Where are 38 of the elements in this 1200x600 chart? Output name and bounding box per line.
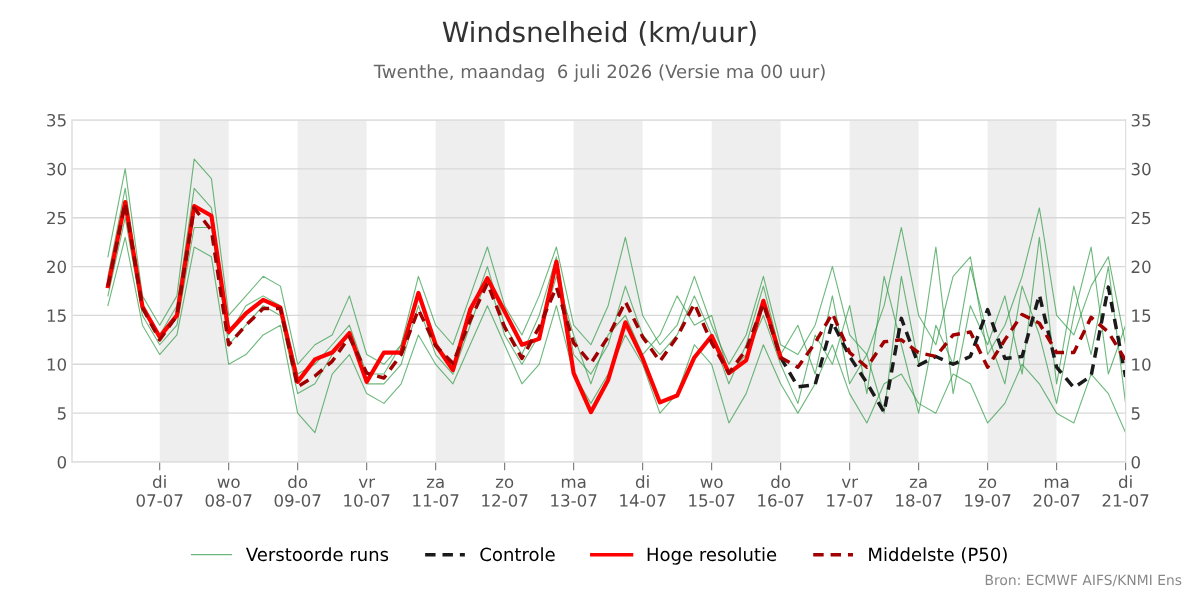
x-tick-label: do 16-07 [758,475,804,507]
y-tick-label: 0 [57,455,67,469]
x-tick-label: vr 17-07 [827,478,873,507]
y-tick-label: 15 [47,309,66,322]
x-tick-label: wo 08-07 [205,478,252,507]
x-tick-label: ma 13-07 [551,478,597,507]
y2-tick-label: 25 [1131,211,1151,225]
x-tick-label: di 21-07 [1102,475,1149,507]
y2-tick-label: 15 [1132,309,1151,322]
y2-tick-label: 35 [1131,113,1151,127]
y-tick-label: 35 [47,113,66,127]
chart-subtitle: Twenthe, maandag 6 juli 2026 (Versie ma 00 uur) [373,64,825,82]
x-tick-label: za 18-07 [896,478,942,507]
x-tick-label: vr 10-07 [344,478,390,507]
y-tick-label: 20 [47,260,67,274]
legend-label: Hoge resolutie [647,547,777,565]
x-tick-label: di 07-07 [136,475,183,507]
x-tick-label: za 11-07 [413,478,459,507]
y-tick-label: 30 [47,162,67,176]
x-tick-label: zo 19-07 [965,478,1011,507]
x-tick-label: wo 15-07 [689,478,735,507]
y2-tick-label: 10 [1132,358,1151,371]
y-tick-label: 5 [57,407,66,420]
y-tick-label: 25 [47,211,66,225]
y2-tick-label: 0 [1131,455,1140,469]
x-tick-label: di 14-07 [620,475,666,507]
legend-label: Middelste (P50) [869,547,1007,564]
y2-tick-label: 5 [1131,407,1140,420]
text: Bron: ECMWF AIFS/KNMI Ens [985,574,1182,587]
y2-tick-label: 30 [1131,162,1151,176]
y-tick-label: 10 [47,358,67,371]
x-tick-label: ma 20-07 [1033,478,1080,507]
legend-label: Controle [480,547,555,562]
chart-title: Windsnelheid (km/uur) [442,20,756,46]
legend-label: Verstoorde runs [245,547,389,562]
x-tick-label: zo 12-07 [482,478,528,507]
x-tick-label: do 09-07 [274,475,321,507]
y2-tick-label: 20 [1131,260,1151,274]
